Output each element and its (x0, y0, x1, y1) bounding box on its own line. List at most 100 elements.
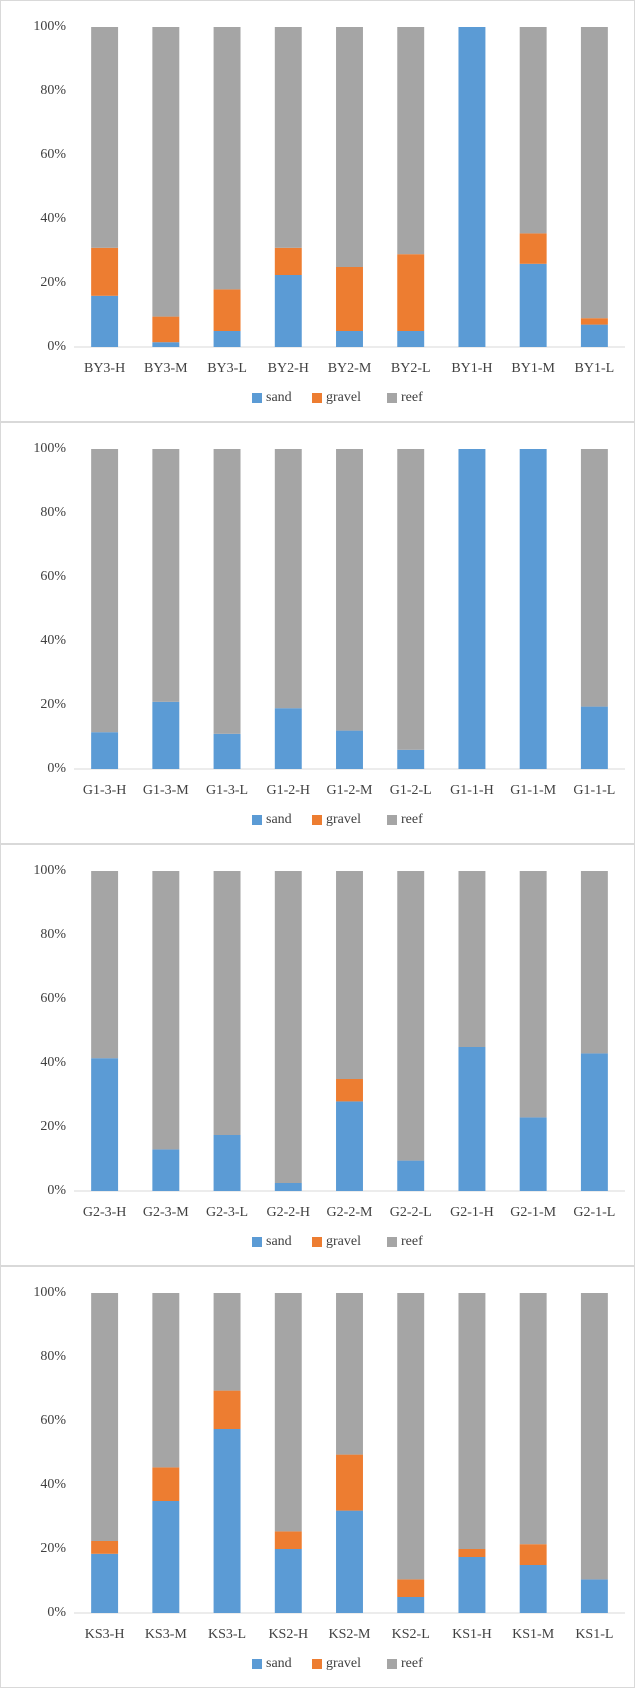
bar-segment (91, 732, 119, 769)
bar-segment (213, 733, 241, 769)
bar-segment (336, 730, 363, 769)
bar-segment (397, 254, 425, 331)
bar-segment (519, 233, 547, 264)
bar-segment (274, 1293, 302, 1532)
legend-swatch (387, 393, 397, 403)
legend-label: sand (266, 390, 292, 405)
x-tick-label: BY3-M (144, 361, 188, 376)
legend-label: reef (401, 1234, 423, 1249)
x-tick-label: G1-1-M (510, 783, 556, 798)
y-tick-label: 100% (33, 863, 66, 878)
y-tick-label: 60% (40, 991, 66, 1006)
bar-segment (152, 701, 180, 769)
bar-segment (91, 449, 119, 733)
y-tick-label: 20% (40, 697, 66, 712)
y-tick-label: 0% (47, 761, 66, 776)
legend-label: gravel (326, 390, 361, 405)
y-tick-label: 40% (40, 211, 66, 226)
x-tick-label: KS1-H (452, 1627, 492, 1642)
bar-segment (213, 331, 241, 347)
bar-segment (274, 708, 302, 769)
bar-segment (580, 449, 608, 707)
bar-segment (397, 331, 425, 347)
y-tick-label: 80% (40, 83, 66, 98)
y-tick-label: 20% (40, 275, 66, 290)
y-tick-label: 100% (33, 1285, 66, 1300)
bar-segment (213, 1293, 241, 1391)
bar-segment (152, 316, 180, 343)
bar-segment (336, 331, 363, 347)
bar-segment (91, 1058, 119, 1191)
x-tick-label: G1-1-L (573, 783, 615, 798)
x-tick-label: KS1-M (512, 1627, 555, 1642)
bar-segment (213, 1429, 241, 1613)
bar-segment (458, 449, 486, 769)
bar-segment (213, 871, 241, 1135)
x-tick-label: KS2-M (328, 1627, 371, 1642)
legend-label: gravel (326, 1234, 361, 1249)
legend-label: gravel (326, 1656, 361, 1671)
bar-segment (91, 1541, 119, 1554)
y-tick-label: 60% (40, 1413, 66, 1428)
legend-label: reef (401, 1656, 423, 1671)
bar-segment (397, 1579, 425, 1597)
legend-swatch (252, 1659, 262, 1669)
x-tick-label: KS2-H (268, 1627, 308, 1642)
bar-segment (274, 27, 302, 248)
y-tick-label: 0% (47, 339, 66, 354)
y-tick-label: 0% (47, 1183, 66, 1198)
bar-segment (336, 449, 363, 731)
bar-segment (519, 1544, 547, 1565)
legend-swatch (312, 393, 322, 403)
bar-segment (336, 1454, 363, 1511)
bar-segment (91, 247, 119, 296)
x-tick-label: G2-2-H (267, 1205, 311, 1220)
x-tick-label: G2-1-M (510, 1205, 556, 1220)
bar-segment (458, 1293, 486, 1549)
bar-segment (336, 27, 363, 267)
x-tick-label: KS3-L (208, 1627, 246, 1642)
bar-segment (152, 1149, 180, 1191)
bar-segment (91, 27, 119, 248)
bar-segment (274, 871, 302, 1183)
y-tick-label: 80% (40, 1349, 66, 1364)
x-tick-label: BY1-H (451, 361, 492, 376)
x-tick-label: G2-1-H (450, 1205, 494, 1220)
bar-segment (336, 1510, 363, 1613)
legend-swatch (387, 1659, 397, 1669)
x-tick-label: BY3-L (207, 361, 247, 376)
x-tick-label: G2-1-L (573, 1205, 615, 1220)
x-tick-label: BY2-H (268, 361, 309, 376)
y-tick-label: 60% (40, 147, 66, 162)
y-tick-label: 80% (40, 927, 66, 942)
bar-segment (397, 27, 425, 255)
x-tick-label: G1-3-H (83, 783, 127, 798)
bar-segment (397, 749, 425, 769)
bar-segment (519, 263, 547, 347)
bar-segment (152, 1501, 180, 1613)
bar-segment (397, 1597, 425, 1613)
x-tick-label: G2-2-L (390, 1205, 432, 1220)
bar-segment (458, 1557, 486, 1613)
bar-segment (519, 1565, 547, 1613)
legend-label: sand (266, 812, 292, 827)
x-tick-label: BY1-M (511, 361, 555, 376)
legend-label: reef (401, 812, 423, 827)
bar-segment (519, 1117, 547, 1191)
bar-segment (580, 706, 608, 769)
legend-swatch (312, 1659, 322, 1669)
legend-swatch (252, 815, 262, 825)
bar-segment (91, 871, 119, 1059)
bar-segment (152, 1293, 180, 1468)
bar-segment (152, 871, 180, 1150)
bar-segment (397, 1293, 425, 1580)
bar-segment (274, 1549, 302, 1613)
x-tick-label: KS1-L (575, 1627, 613, 1642)
x-tick-label: G2-2-M (327, 1205, 373, 1220)
x-tick-label: BY1-L (575, 361, 615, 376)
y-tick-label: 40% (40, 1477, 66, 1492)
bar-segment (519, 449, 547, 769)
x-tick-label: G1-1-H (450, 783, 494, 798)
